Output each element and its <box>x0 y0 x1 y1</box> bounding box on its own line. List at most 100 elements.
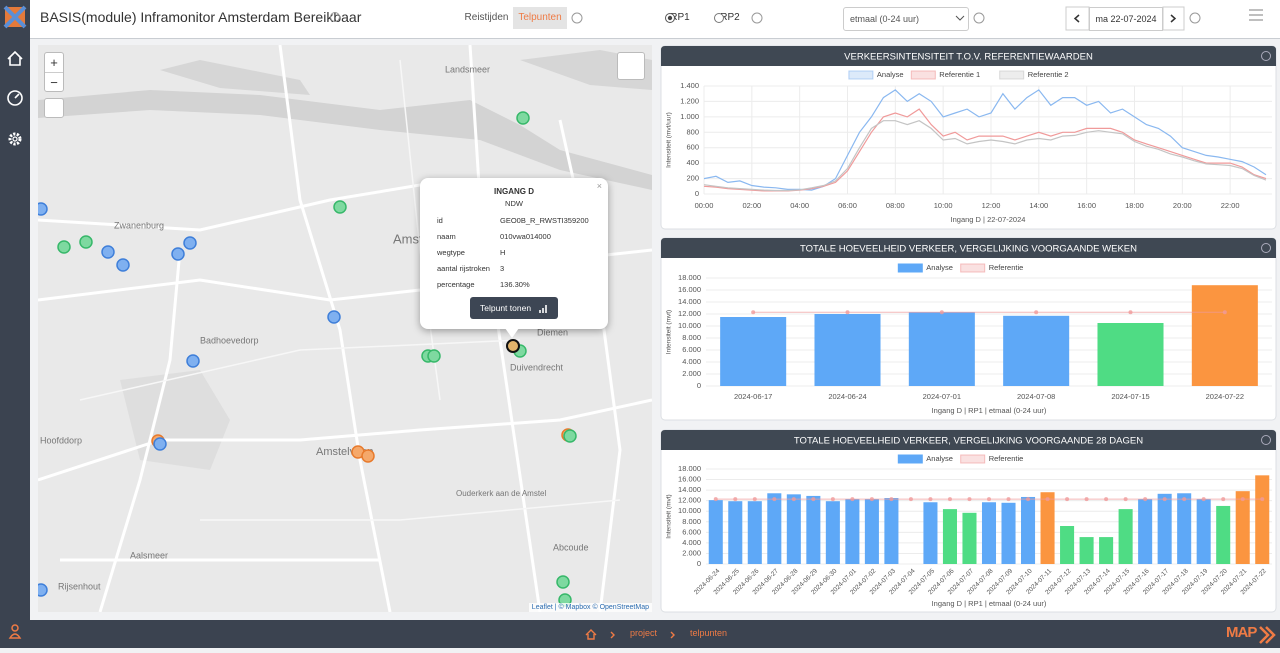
reference-dot <box>987 497 991 502</box>
legend-swatch[interactable] <box>897 454 923 464</box>
tab-active[interactable]: Telpunten <box>513 7 567 29</box>
y-tick-label: 800 <box>686 127 699 136</box>
map-canvas[interactable]: Landsmeer Zwanenburg Badhoevedorp Hoofdd… <box>38 45 652 612</box>
selected-marker[interactable] <box>506 339 520 353</box>
y-tick-label: 18.000 <box>678 273 701 282</box>
info-icon[interactable] <box>1261 243 1271 253</box>
place-label: Rijsenhout <box>58 581 101 591</box>
tab[interactable]: Reistijden <box>464 12 509 23</box>
attribution[interactable]: Leaflet | © Mapbox © OpenStreetMap <box>528 603 652 612</box>
x-tick-label: 2024-07-22 <box>1206 392 1244 401</box>
map-marker[interactable] <box>333 200 347 214</box>
sidebar <box>0 0 30 648</box>
legend-swatch[interactable] <box>960 454 986 464</box>
map-marker[interactable] <box>101 245 115 259</box>
layers-button[interactable] <box>617 52 645 80</box>
map-marker[interactable] <box>153 437 167 451</box>
legend-swatch[interactable] <box>848 70 874 80</box>
reference-dot <box>811 497 816 502</box>
map-marker[interactable] <box>38 202 48 216</box>
y-tick-label: 14.000 <box>678 297 701 306</box>
reference-dot <box>830 497 835 502</box>
x-tick-label: 2024-06-17 <box>734 392 772 401</box>
map-marker[interactable] <box>38 583 48 597</box>
dashboard-icon[interactable] <box>7 90 23 106</box>
radio-dot[interactable] <box>714 13 724 23</box>
popup-key: aantal rijstroken <box>437 264 490 273</box>
legend-label[interactable]: Referentie 1 <box>939 70 980 79</box>
menu-icon[interactable] <box>1249 9 1263 21</box>
next-button[interactable] <box>1162 6 1185 31</box>
legend-swatch[interactable] <box>999 70 1025 80</box>
popup-button[interactable]: Telpunt tonen <box>470 297 558 319</box>
legend-label[interactable]: Analyse <box>926 454 953 463</box>
settings-icon[interactable] <box>8 132 22 146</box>
breadcrumb[interactable]: telpunten <box>690 628 728 638</box>
info-icon[interactable] <box>1261 435 1271 445</box>
map-marker[interactable] <box>556 575 570 589</box>
reference-dot <box>791 497 796 502</box>
info-icon[interactable] <box>571 12 583 24</box>
map-marker[interactable] <box>361 449 375 463</box>
home-link[interactable] <box>585 629 597 640</box>
info-icon[interactable] <box>330 12 340 22</box>
popup-value: 3 <box>500 264 505 273</box>
prev-button[interactable] <box>1065 6 1090 31</box>
legend-label[interactable]: Referentie <box>989 263 1024 272</box>
map-info-button[interactable] <box>44 98 64 118</box>
map-marker[interactable] <box>186 354 200 368</box>
markers <box>38 111 577 607</box>
legend-label[interactable]: Referentie 2 <box>1028 70 1069 79</box>
map-marker[interactable] <box>116 258 130 272</box>
place-label: Landsmeer <box>445 64 490 74</box>
y-tick-label: 16.000 <box>678 475 701 484</box>
radio[interactable]: RP1 <box>670 12 690 23</box>
panel-title: VERKEERSINTENSITEIT T.O.V. REFERENTIEWAA… <box>844 52 1093 63</box>
legend-swatch[interactable] <box>897 263 923 273</box>
zoom-out[interactable]: − <box>45 72 63 92</box>
info-icon[interactable] <box>1189 12 1201 24</box>
reference-dot <box>869 497 874 502</box>
bar <box>1235 491 1250 564</box>
user-icon[interactable] <box>11 624 19 632</box>
bar <box>786 494 801 564</box>
legend-swatch[interactable] <box>960 263 986 273</box>
period-select[interactable]: etmaal (0-24 uur) <box>843 7 969 31</box>
map-marker[interactable] <box>427 349 441 363</box>
logo-pattern <box>3 5 27 29</box>
breadcrumb[interactable]: project <box>630 628 658 638</box>
map-marker[interactable] <box>79 235 93 249</box>
bar <box>1079 537 1094 564</box>
y-tick-label: 4.000 <box>682 538 701 547</box>
map-marker[interactable] <box>563 429 577 443</box>
legend-label[interactable]: Referentie <box>989 454 1024 463</box>
reference-dot <box>751 310 756 315</box>
map-marker[interactable] <box>57 240 71 254</box>
home-icon[interactable] <box>7 50 23 66</box>
legend-label[interactable]: Analyse <box>877 70 904 79</box>
y-tick-label: 0 <box>697 559 701 568</box>
place-label: Zwanenburg <box>114 220 164 230</box>
zoom-in[interactable]: + <box>50 55 58 70</box>
popup-key: wegtype <box>437 248 465 257</box>
popup-close[interactable]: × <box>596 181 602 191</box>
map[interactable]: Landsmeer Zwanenburg Badhoevedorp Hoofdd… <box>38 45 652 612</box>
map-marker[interactable] <box>327 310 341 324</box>
info-icon[interactable] <box>1261 51 1271 61</box>
info-icon[interactable] <box>973 12 985 24</box>
y-tick-label: 0 <box>695 189 699 198</box>
map-marker[interactable] <box>516 111 530 125</box>
map-marker[interactable] <box>183 236 197 250</box>
y-tick-label: 18.000 <box>678 464 701 473</box>
radio-checked <box>667 15 673 21</box>
info-icon[interactable] <box>751 12 763 24</box>
radio[interactable]: RP2 <box>720 12 740 23</box>
reference-dot <box>939 310 944 315</box>
reference-dot <box>1182 497 1187 502</box>
map-marker[interactable] <box>171 247 185 261</box>
y-tick-label: 2.000 <box>682 548 701 557</box>
legend-label[interactable]: Analyse <box>926 263 953 272</box>
x-tick-label: 16:00 <box>1077 201 1096 210</box>
legend-swatch[interactable] <box>910 70 936 80</box>
